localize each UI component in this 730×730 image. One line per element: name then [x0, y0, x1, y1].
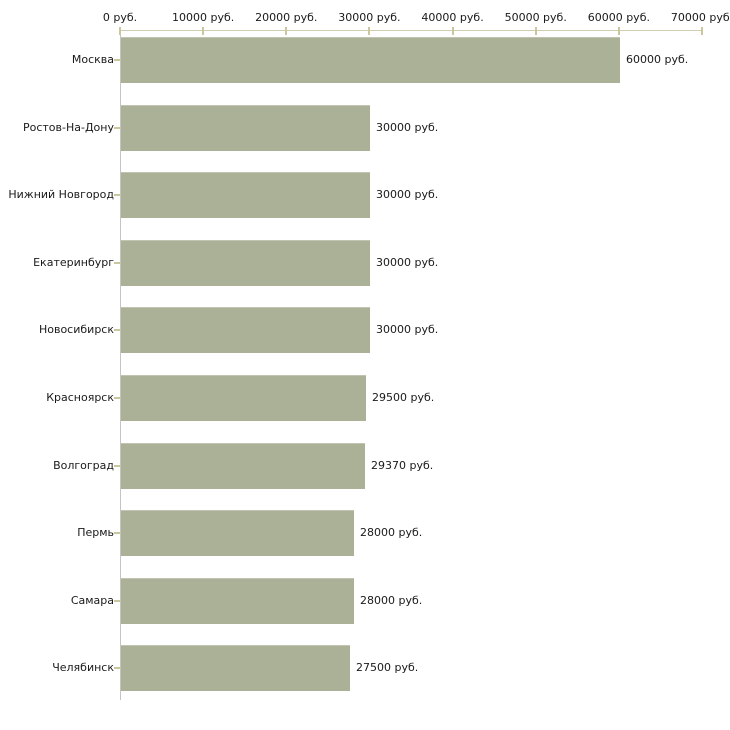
value-label: 30000 руб. — [376, 255, 439, 269]
bar — [121, 375, 366, 421]
category-label: Пермь — [77, 526, 114, 540]
bar — [121, 577, 354, 624]
category-tick — [114, 599, 120, 602]
value-label: 30000 руб. — [376, 323, 439, 337]
bar — [121, 239, 370, 286]
bar — [121, 37, 620, 83]
category-label: Екатеринбург — [33, 255, 114, 269]
value-label: 29370 руб. — [371, 458, 434, 472]
bar — [121, 104, 370, 151]
x-axis-tick-label: 50000 руб. — [504, 11, 567, 24]
category-label: Ростов-На-Дону — [22, 120, 114, 134]
category-label: Красноярск — [46, 391, 114, 404]
bar — [121, 645, 350, 692]
value-label: 30000 руб. — [376, 188, 439, 202]
bar — [121, 510, 354, 557]
x-axis-tick-label: 30000 руб. — [338, 11, 401, 24]
category-label: Волгоград — [53, 458, 114, 472]
category-label: Нижний Новгород — [8, 188, 114, 202]
category-tick — [114, 464, 120, 467]
x-axis-tick-label: 40000 руб. — [421, 11, 484, 24]
category-tick — [114, 261, 120, 264]
x-axis-tick — [285, 27, 288, 35]
x-axis-tick — [701, 27, 703, 35]
category-tick — [114, 667, 120, 670]
x-axis-tick-label: 70000 руб. — [670, 11, 730, 24]
category-tick — [114, 126, 120, 129]
value-label: 29500 руб. — [372, 391, 435, 404]
bar — [121, 307, 370, 354]
category-label: Новосибирск — [38, 323, 114, 337]
x-axis-tick — [534, 27, 537, 35]
x-axis-line — [120, 30, 703, 31]
bar — [121, 172, 370, 219]
category-tick — [114, 59, 120, 61]
x-axis-tick — [617, 27, 620, 35]
x-axis-tick-label: 0 руб. — [102, 11, 138, 24]
x-axis-tick — [202, 27, 205, 35]
category-label: Самара — [70, 593, 114, 607]
value-label: 28000 руб. — [360, 526, 423, 540]
category-tick — [114, 532, 120, 535]
value-label: 28000 руб. — [360, 593, 423, 607]
bar — [121, 442, 365, 489]
x-axis-tick — [451, 27, 454, 35]
category-tick — [114, 397, 120, 399]
category-tick — [114, 329, 120, 332]
value-label: 30000 руб. — [376, 120, 439, 134]
value-label: 60000 руб. — [626, 53, 689, 66]
category-label: Москва — [71, 53, 114, 66]
category-tick — [114, 194, 120, 197]
y-axis-line — [120, 28, 121, 700]
value-label: 27500 руб. — [356, 661, 419, 675]
x-axis-tick-label: 60000 руб. — [587, 11, 650, 24]
x-axis-tick-label: 10000 руб. — [172, 11, 235, 24]
category-label: Челябинск — [52, 661, 114, 675]
x-axis-tick — [368, 27, 371, 35]
x-axis-tick — [119, 27, 121, 35]
x-axis-tick-label: 20000 руб. — [255, 11, 318, 24]
